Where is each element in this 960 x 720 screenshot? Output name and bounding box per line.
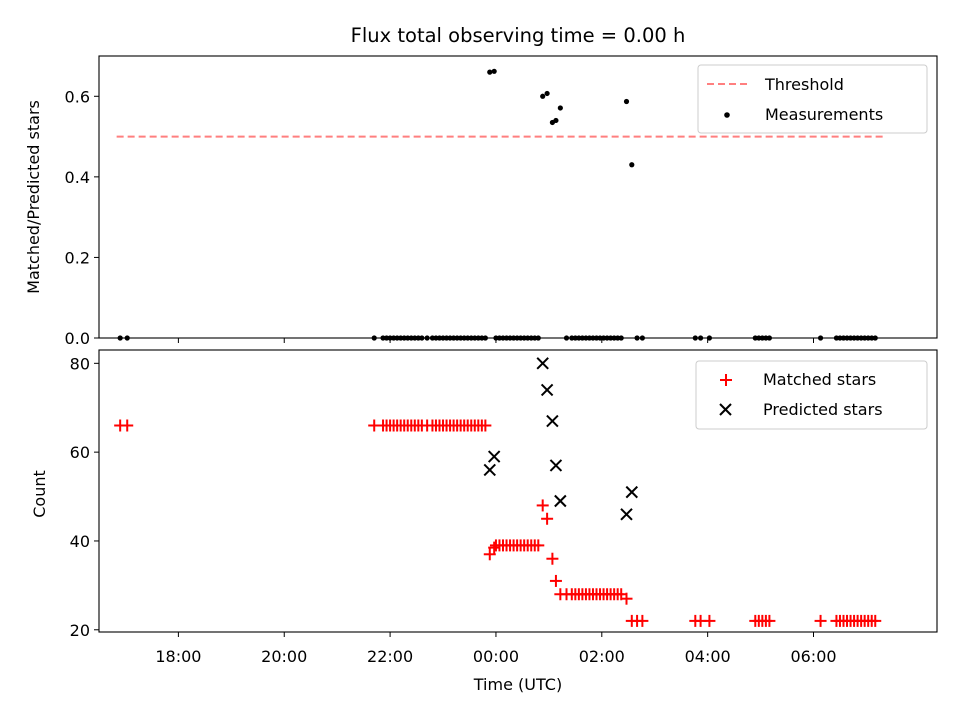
- threshold-legend-label: Threshold: [764, 75, 844, 94]
- bottom-legend: Matched stars Predicted stars: [695, 360, 928, 430]
- top-legend: Threshold Measurements: [697, 64, 928, 134]
- x-axis-label: Time (UTC): [473, 675, 562, 694]
- measurements-layer: [117, 68, 878, 341]
- predicted-marker: [540, 383, 554, 397]
- matched-marker: [703, 614, 716, 627]
- chart-title: Flux total observing time = 0.00 h: [351, 24, 686, 47]
- matched-legend-label: Matched stars: [763, 370, 876, 389]
- x-tick-label: 00:00: [473, 647, 519, 666]
- matched-marker: [532, 539, 545, 552]
- bottom-y-axis-label: Count: [30, 470, 49, 518]
- matched-marker: [869, 614, 882, 627]
- y-tick-label: 40: [70, 532, 90, 551]
- predicted-legend-label: Predicted stars: [763, 400, 883, 419]
- bottom-legend-box: [695, 360, 928, 430]
- measurement-point: [623, 98, 630, 105]
- top-legend-box: [697, 64, 928, 134]
- x-tick-label: 18:00: [155, 647, 201, 666]
- matched-marker: [546, 552, 559, 565]
- measurement-point: [540, 93, 546, 99]
- matched-marker: [488, 541, 501, 554]
- measurement-point: [553, 117, 559, 124]
- measurements-legend-label: Measurements: [765, 105, 883, 124]
- bottom-panel: 20 40 60 80 18:00 20:00 22:00 00:00 02:00 04:00 0…: [30, 349, 938, 694]
- y-tick-label: 0.0: [65, 329, 90, 348]
- predicted-marker: [549, 459, 563, 472]
- bottom-x-ticks: 18:00 20:00 22:00 00:00 02:00 04:00 06:00: [155, 632, 837, 666]
- y-tick-label: 0.2: [65, 248, 90, 267]
- matched-marker: [541, 512, 554, 525]
- matched-legend-swatch: [720, 374, 732, 386]
- matched-marker: [814, 614, 827, 627]
- x-tick-label: 22:00: [367, 647, 413, 666]
- bottom-axes-frame: [98, 349, 938, 633]
- x-tick-label: 20:00: [261, 647, 307, 666]
- y-tick-label: 80: [70, 354, 90, 373]
- matched-marker: [536, 499, 549, 512]
- measurement-point: [557, 105, 563, 111]
- predicted-legend-swatch: [719, 403, 732, 416]
- predicted-marker: [620, 508, 633, 521]
- predicted-marker: [625, 485, 638, 499]
- matched-marker: [479, 419, 492, 432]
- predicted-marker: [554, 494, 567, 508]
- y-tick-label: 60: [70, 443, 90, 462]
- measurement-point: [491, 68, 497, 74]
- y-tick-label: 20: [70, 621, 90, 640]
- measurement-point: [544, 90, 550, 97]
- x-tick-label: 02:00: [579, 647, 625, 666]
- count-markers-layer: [114, 357, 882, 627]
- measurements-legend-swatch: [724, 112, 730, 118]
- predicted-marker: [487, 450, 501, 463]
- matched-marker: [636, 614, 649, 627]
- predicted-marker: [536, 357, 549, 370]
- x-tick-label: 04:00: [685, 647, 731, 666]
- top-y-ticks: 0.0 0.2 0.4 0.6: [65, 87, 99, 348]
- predicted-marker: [546, 414, 559, 428]
- top-axes-frame: [98, 55, 938, 339]
- predicted-marker: [483, 463, 496, 477]
- y-tick-label: 0.4: [65, 168, 90, 187]
- measurement-point: [629, 162, 635, 168]
- top-x-ticks: [177, 338, 815, 343]
- top-y-axis-label: Matched/Predicted stars: [24, 100, 43, 294]
- x-tick-label: 06:00: [790, 647, 836, 666]
- matched-marker: [121, 419, 134, 432]
- matched-marker: [620, 592, 633, 605]
- top-panel: Flux total observing time = 0.00 h 0.00.…: [24, 24, 938, 348]
- bottom-y-ticks: 20 40 60 80: [70, 354, 99, 640]
- matched-marker: [763, 614, 776, 627]
- matched-marker: [483, 548, 496, 561]
- y-tick-label: 0.6: [65, 87, 90, 106]
- matched-marker: [549, 574, 562, 587]
- measurement-point: [487, 69, 493, 75]
